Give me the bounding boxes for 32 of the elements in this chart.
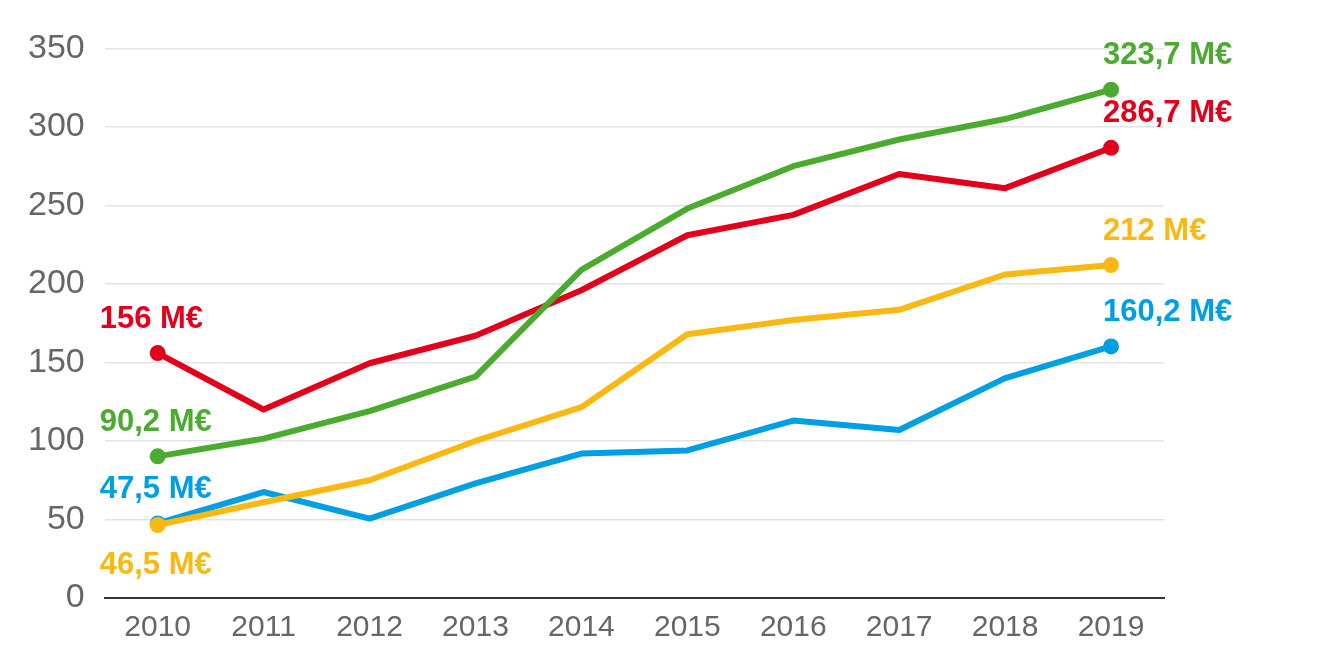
data-label: 90,2 M€ bbox=[99, 402, 212, 438]
y-tick-label: 350 bbox=[27, 26, 85, 65]
x-tick-label: 2018 bbox=[971, 609, 1039, 643]
x-tick-label: 2014 bbox=[548, 609, 615, 643]
data-label: 286,7 M€ bbox=[1103, 94, 1233, 130]
data-label: 323,7 M€ bbox=[1103, 36, 1233, 72]
point bbox=[1103, 257, 1120, 274]
y-tick-label: 200 bbox=[27, 262, 85, 301]
data-label: 156 M€ bbox=[99, 299, 204, 335]
data-label: 47,5 M€ bbox=[99, 469, 212, 505]
point bbox=[149, 345, 166, 362]
x-tick-label: 2016 bbox=[759, 609, 827, 643]
x-tick-label: 2017 bbox=[865, 609, 933, 643]
point bbox=[149, 448, 166, 465]
x-tick-label: 2013 bbox=[442, 609, 509, 643]
x-tick-label: 2011 bbox=[231, 609, 296, 643]
x-tick-label: 2015 bbox=[653, 609, 721, 643]
x-tick-label: 2010 bbox=[124, 609, 192, 643]
data-label: 46,5 M€ bbox=[99, 545, 212, 581]
y-tick-label: 50 bbox=[46, 497, 85, 536]
y-tick-label: 100 bbox=[27, 419, 85, 458]
data-label: 160,2 M€ bbox=[1103, 292, 1233, 328]
point bbox=[1103, 139, 1120, 156]
y-tick-label: 0 bbox=[65, 576, 85, 615]
y-tick-label: 150 bbox=[27, 340, 85, 379]
x-tick-label: 2019 bbox=[1077, 609, 1145, 643]
x-tick-label: 2012 bbox=[336, 609, 403, 643]
data-label: 212 M€ bbox=[1103, 211, 1207, 247]
point bbox=[1103, 338, 1120, 355]
y-tick-label: 300 bbox=[27, 105, 85, 144]
point bbox=[1103, 81, 1120, 98]
y-tick-label: 250 bbox=[27, 183, 85, 222]
